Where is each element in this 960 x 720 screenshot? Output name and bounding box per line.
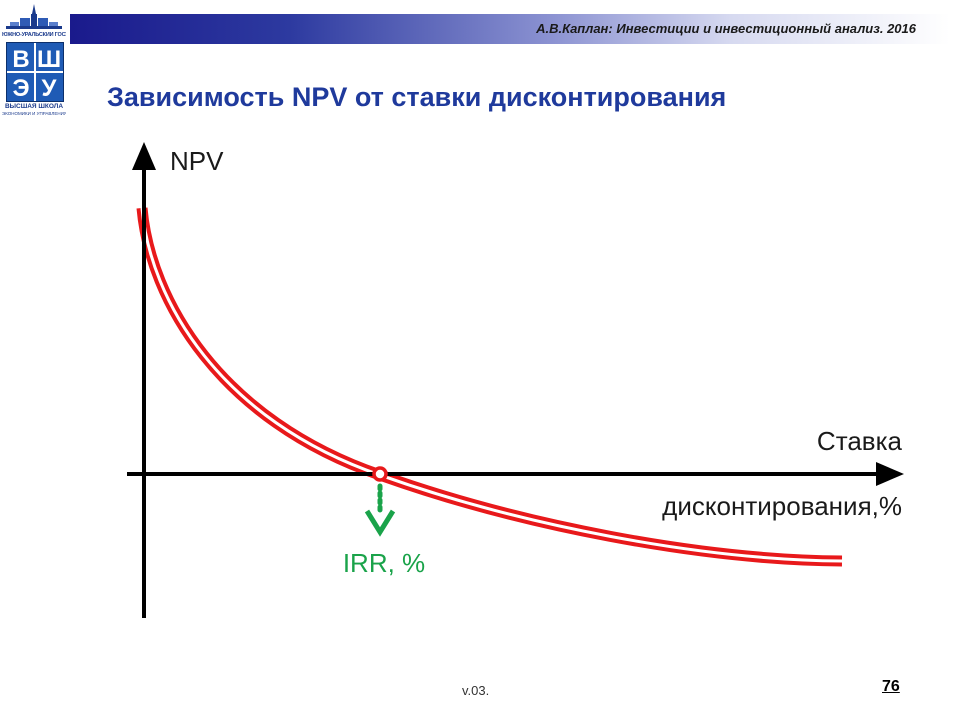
header-bar — [70, 14, 950, 44]
x-axis-arrow-icon — [876, 462, 904, 486]
university-logo: ЮЖНО-УРАЛЬСКИЙ ГОСУДАРСТВЕННЫЙ УНИВЕРСИТ… — [2, 2, 66, 120]
y-axis-arrow-icon — [132, 142, 156, 170]
logo-caption-sub: ЭКОНОМИКИ И УПРАВЛЕНИЯ — [2, 111, 66, 116]
logo-letters-block: В Ш Э У — [6, 42, 64, 102]
logo-letter-4: У — [42, 75, 58, 101]
y-axis-label: NPV — [170, 146, 224, 176]
logo-letters: В Ш Э У — [7, 43, 63, 102]
irr-arrow-icon — [364, 509, 396, 537]
logo-letter-3: Э — [12, 75, 29, 101]
university-building-icon — [2, 2, 66, 38]
logo-letter-1: В — [12, 46, 29, 73]
irr-point — [372, 466, 388, 482]
page-number: 76 — [882, 678, 900, 695]
header-author-line: А.В.Каплан: Инвестиции и инвестиционный … — [536, 21, 916, 36]
irr-label: IRR, % — [343, 548, 425, 578]
slide-title: Зависимость NPV от ставки дисконтировани… — [107, 82, 727, 112]
footer-version: v.03. — [462, 683, 490, 698]
logo-caption-top: ЮЖНО-УРАЛЬСКИЙ ГОСУДАРСТВЕННЫЙ УНИВЕРСИТ… — [2, 32, 66, 38]
x-axis-label-line1: Ставка — [817, 426, 903, 456]
logo-letter-2: Ш — [37, 46, 61, 73]
x-axis-label-line2: дисконтирования,% — [662, 491, 902, 521]
logo-caption-bottom: ВЫСШАЯ ШКОЛА — [4, 103, 64, 110]
